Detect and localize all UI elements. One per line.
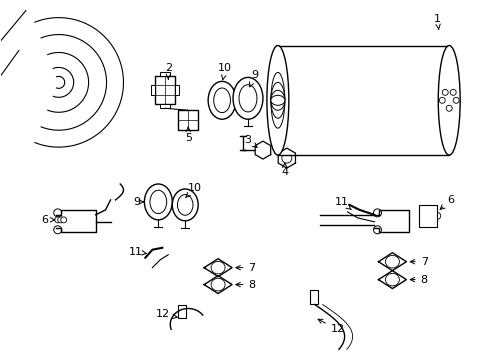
Text: 8: 8 — [409, 275, 427, 285]
Circle shape — [425, 206, 432, 213]
Bar — [419, 205, 436, 227]
Ellipse shape — [208, 81, 236, 119]
Text: 7: 7 — [409, 257, 427, 267]
Ellipse shape — [211, 261, 224, 274]
Text: 9: 9 — [133, 197, 143, 207]
Text: 10: 10 — [185, 183, 202, 198]
Bar — [178, 305, 186, 319]
Ellipse shape — [270, 95, 285, 105]
Ellipse shape — [270, 82, 285, 118]
Text: 6: 6 — [439, 195, 454, 210]
Circle shape — [452, 97, 458, 103]
Ellipse shape — [233, 77, 263, 119]
Text: 12: 12 — [318, 319, 344, 334]
Bar — [277, 45, 448, 155]
Ellipse shape — [144, 184, 172, 220]
Ellipse shape — [437, 45, 459, 155]
Circle shape — [433, 212, 440, 219]
Bar — [155, 76, 175, 104]
Ellipse shape — [150, 190, 166, 213]
Circle shape — [438, 97, 444, 103]
Text: 4: 4 — [281, 163, 288, 177]
Circle shape — [61, 217, 66, 223]
Ellipse shape — [239, 85, 256, 112]
Ellipse shape — [172, 189, 198, 221]
Ellipse shape — [385, 255, 399, 268]
Ellipse shape — [266, 45, 288, 155]
Ellipse shape — [213, 88, 230, 113]
Text: 2: 2 — [164, 63, 171, 79]
Text: 7: 7 — [235, 263, 255, 273]
Ellipse shape — [270, 72, 285, 128]
Bar — [160, 72, 170, 76]
Bar — [151, 85, 155, 95]
Ellipse shape — [177, 194, 193, 215]
Bar — [178, 110, 198, 130]
Text: 6: 6 — [41, 215, 55, 225]
Ellipse shape — [270, 90, 285, 110]
Circle shape — [429, 210, 436, 216]
Circle shape — [58, 217, 63, 223]
Circle shape — [281, 153, 291, 163]
Bar — [175, 85, 179, 95]
Text: 11: 11 — [334, 197, 351, 210]
Text: 3: 3 — [244, 135, 257, 148]
Circle shape — [54, 209, 61, 217]
Circle shape — [373, 226, 381, 234]
Ellipse shape — [211, 278, 224, 291]
Circle shape — [55, 217, 61, 223]
Ellipse shape — [385, 273, 399, 286]
Text: 12: 12 — [156, 310, 177, 319]
Bar — [309, 289, 317, 303]
Circle shape — [449, 89, 455, 95]
Text: 11: 11 — [128, 247, 146, 257]
Circle shape — [441, 89, 447, 95]
Bar — [160, 104, 170, 108]
Circle shape — [373, 209, 381, 217]
Text: 9: 9 — [249, 71, 258, 87]
Text: 5: 5 — [184, 127, 191, 143]
Circle shape — [54, 226, 61, 234]
Circle shape — [446, 105, 451, 111]
Text: 8: 8 — [235, 280, 255, 289]
Text: 1: 1 — [433, 14, 440, 29]
Text: 10: 10 — [218, 63, 232, 80]
